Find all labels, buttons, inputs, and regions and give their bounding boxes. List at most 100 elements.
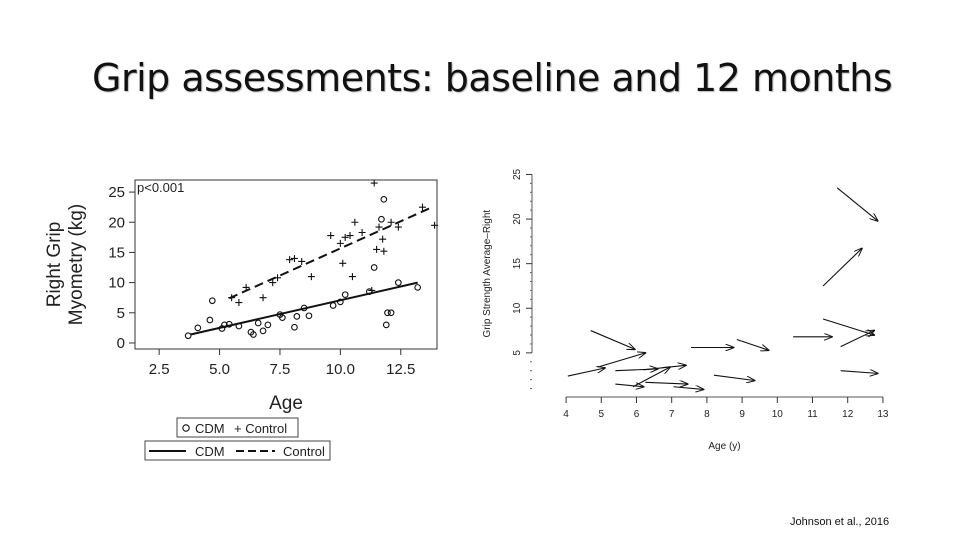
cdm-point bbox=[221, 321, 228, 329]
cdm-point bbox=[259, 327, 267, 335]
control-point bbox=[394, 223, 402, 231]
y-tick-label: 20 bbox=[108, 214, 125, 231]
x-tick-label: 6 bbox=[634, 409, 640, 420]
legend-cdm-label: CDM bbox=[195, 421, 225, 436]
x-axis-label: Age (y) bbox=[708, 441, 740, 452]
y-axis-label: Grip Strength Average–Right bbox=[482, 210, 493, 338]
x-tick-label: 9 bbox=[739, 409, 745, 420]
x-tick-label: 12.5 bbox=[386, 361, 415, 378]
x-tick-label: 5 bbox=[599, 409, 605, 420]
control-point bbox=[228, 294, 236, 302]
cdm-point bbox=[291, 323, 298, 331]
p-value-annotation: p<0.001 bbox=[137, 180, 184, 195]
control-point bbox=[375, 223, 383, 231]
y-axis-label-line: Myometry (kg) bbox=[66, 204, 87, 325]
control-point bbox=[431, 221, 439, 229]
x-tick-label: 13 bbox=[877, 409, 889, 420]
cdm-point bbox=[384, 309, 391, 317]
grip-change-arrow-chart: 5 10 15 20 25 Grip Strength Average–Right 4 5 6 7… bbox=[482, 168, 889, 452]
x-tick-label: 11 bbox=[807, 409, 818, 420]
y-tick-label: 5 bbox=[117, 305, 125, 322]
x-tick-label: 4 bbox=[563, 409, 569, 420]
control-point bbox=[290, 254, 298, 262]
control-point bbox=[373, 245, 381, 253]
change-arrow bbox=[643, 365, 686, 371]
control-point bbox=[346, 232, 354, 240]
cdm-point bbox=[370, 264, 378, 271]
control-point bbox=[242, 283, 250, 291]
cdm-point bbox=[378, 215, 385, 223]
control-point bbox=[339, 259, 347, 267]
control-point bbox=[370, 179, 378, 187]
x-tick-label: 12 bbox=[842, 409, 854, 420]
cdm-point bbox=[235, 322, 243, 330]
control-point bbox=[235, 299, 243, 307]
y-tick-label: 20 bbox=[512, 213, 523, 225]
change-arrow bbox=[673, 387, 703, 390]
change-arrow bbox=[713, 374, 754, 380]
control-point bbox=[298, 257, 306, 265]
legend-control-line-label: Control bbox=[283, 444, 325, 459]
grip-age-scatter-chart: 0 5 10 15 20 25 2.5 5.0 7.5 10.0 12.5 Age Right Grip… bbox=[44, 179, 439, 461]
control-fit-line bbox=[228, 206, 433, 300]
change-arrow bbox=[615, 384, 643, 387]
x-tick-label: 10 bbox=[772, 409, 784, 420]
control-point bbox=[259, 294, 267, 302]
x-axis-label: Age bbox=[269, 393, 303, 414]
cdm-point bbox=[414, 284, 422, 291]
change-arrow bbox=[840, 331, 874, 348]
y-axis-label: Right GripMyometry (kg) bbox=[44, 204, 87, 325]
cdm-point bbox=[341, 291, 349, 299]
y-tick-label: 15 bbox=[512, 258, 523, 270]
change-arrow bbox=[645, 382, 687, 384]
control-point bbox=[380, 247, 388, 255]
change-arrow bbox=[822, 248, 862, 287]
cdm-point bbox=[337, 298, 344, 306]
control-point bbox=[379, 235, 387, 243]
control-point bbox=[348, 273, 356, 281]
change-arrow bbox=[822, 318, 874, 335]
cdm-point bbox=[329, 302, 337, 309]
control-point bbox=[341, 233, 349, 241]
change-arrow bbox=[590, 330, 635, 350]
citation: Johnson et al., 2016 bbox=[790, 516, 890, 528]
legend-cdm-line-label: CDM bbox=[195, 444, 225, 459]
cdm-point bbox=[264, 321, 272, 329]
y-tick-label: 10 bbox=[108, 275, 125, 292]
cdm-point bbox=[225, 320, 233, 328]
cdm-point bbox=[208, 297, 216, 305]
cdm-point bbox=[380, 195, 388, 203]
cdm-point bbox=[387, 309, 395, 317]
change-arrow bbox=[632, 367, 670, 388]
y-tick-label: 0 bbox=[117, 335, 125, 352]
cdm-point bbox=[250, 331, 257, 338]
cdm-point bbox=[206, 316, 214, 324]
control-point bbox=[327, 232, 335, 240]
control-point bbox=[419, 203, 427, 211]
cdm-point bbox=[394, 279, 402, 286]
x-tick-label: 8 bbox=[704, 409, 710, 420]
cdm-point bbox=[305, 312, 313, 320]
control-point bbox=[351, 218, 359, 226]
x-tick-label: 7.5 bbox=[270, 361, 291, 378]
legend-box-markers bbox=[176, 417, 299, 438]
plot-frame bbox=[134, 179, 438, 350]
y-tick-label: 10 bbox=[512, 302, 523, 314]
change-arrow bbox=[597, 353, 646, 368]
cdm-fit-line bbox=[190, 281, 418, 336]
y-tick-label: 25 bbox=[512, 168, 523, 180]
control-point bbox=[286, 256, 294, 264]
y-tick-label: 15 bbox=[108, 244, 125, 261]
cdm-point bbox=[300, 304, 308, 312]
y-tick-label: 25 bbox=[108, 184, 125, 201]
y-tick-label: 5 bbox=[512, 350, 523, 356]
slide-title: Grip assessments: baseline and 12 months bbox=[92, 56, 893, 100]
change-arrow bbox=[840, 371, 878, 374]
cdm-point bbox=[194, 324, 202, 332]
change-arrow bbox=[836, 187, 877, 221]
control-point bbox=[269, 279, 277, 287]
cdm-point bbox=[293, 313, 301, 320]
cdm-point bbox=[382, 321, 390, 329]
control-point bbox=[336, 239, 344, 247]
legend-cdm-marker bbox=[182, 424, 190, 432]
